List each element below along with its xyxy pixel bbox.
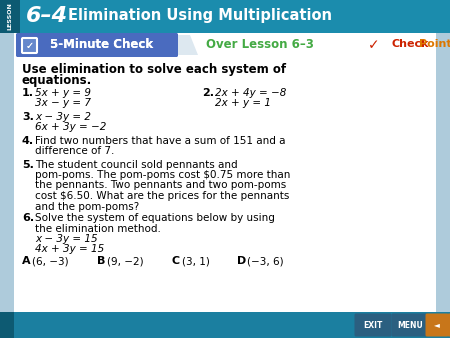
Text: 6–4: 6–4 (26, 5, 68, 25)
Text: EXIT: EXIT (363, 320, 382, 330)
Polygon shape (174, 35, 198, 55)
Text: the pennants. Two pennants and two pom-poms: the pennants. Two pennants and two pom-p… (35, 180, 286, 191)
Text: (6, −3): (6, −3) (32, 256, 68, 266)
Text: B: B (97, 256, 105, 266)
Text: 6x + 3y = −2: 6x + 3y = −2 (35, 122, 106, 132)
Text: and the pom-poms?: and the pom-poms? (35, 201, 139, 212)
Text: Use elimination to solve each system of: Use elimination to solve each system of (22, 63, 286, 76)
Text: x − 3y = 15: x − 3y = 15 (35, 234, 98, 244)
FancyBboxPatch shape (16, 33, 178, 57)
Text: 5-Minute Check: 5-Minute Check (50, 39, 153, 51)
Text: ◄: ◄ (434, 320, 440, 330)
Bar (0, 33, 14, 338)
Text: 1.: 1. (22, 88, 34, 97)
Text: D: D (237, 256, 246, 266)
Text: 5x + y = 9: 5x + y = 9 (35, 88, 91, 97)
Text: Solve the system of equations below by using: Solve the system of equations below by u… (35, 213, 275, 223)
FancyBboxPatch shape (426, 314, 449, 337)
Bar (0, 0, 450, 33)
Text: 2x + 4y = −8: 2x + 4y = −8 (215, 88, 286, 97)
Bar (14, 33, 436, 312)
Text: x − 3y = 2: x − 3y = 2 (35, 112, 91, 121)
Bar (0, 0, 20, 33)
Bar (0, 312, 450, 338)
FancyBboxPatch shape (447, 314, 450, 337)
Text: (3, 1): (3, 1) (182, 256, 210, 266)
FancyBboxPatch shape (22, 38, 37, 53)
Text: C: C (172, 256, 180, 266)
FancyBboxPatch shape (392, 314, 428, 337)
Text: 6.: 6. (22, 213, 34, 223)
FancyBboxPatch shape (22, 38, 37, 53)
Text: 3x − y = 7: 3x − y = 7 (35, 98, 91, 108)
Text: 4x + 3y = 15: 4x + 3y = 15 (35, 244, 104, 255)
Text: pom-poms. The pom-poms cost $0.75 more than: pom-poms. The pom-poms cost $0.75 more t… (35, 170, 290, 180)
Text: equations.: equations. (22, 74, 92, 87)
Text: 4.: 4. (22, 136, 34, 145)
Text: cost $6.50. What are the prices for the pennants: cost $6.50. What are the prices for the … (35, 191, 289, 201)
Text: Point: Point (419, 39, 450, 49)
Text: (−3, 6): (−3, 6) (247, 256, 284, 266)
Bar (436, 33, 450, 338)
Text: Elimination Using Multiplication: Elimination Using Multiplication (68, 8, 332, 23)
Text: difference of 7.: difference of 7. (35, 146, 114, 156)
Text: ✓: ✓ (368, 38, 380, 52)
Text: (9, −2): (9, −2) (107, 256, 144, 266)
Text: the elimination method.: the elimination method. (35, 223, 161, 234)
Text: 2.: 2. (202, 88, 214, 97)
Text: LESSON: LESSON (8, 3, 13, 30)
Text: 3.: 3. (22, 112, 34, 121)
Text: 5.: 5. (22, 160, 34, 169)
Text: The student council sold pennants and: The student council sold pennants and (35, 160, 238, 169)
FancyBboxPatch shape (16, 33, 178, 57)
FancyBboxPatch shape (355, 314, 392, 337)
Text: 2x + y = 1: 2x + y = 1 (215, 98, 271, 108)
Text: Over Lesson 6–3: Over Lesson 6–3 (206, 39, 314, 51)
Text: Find two numbers that have a sum of 151 and a: Find two numbers that have a sum of 151 … (35, 136, 285, 145)
Text: MENU: MENU (397, 320, 423, 330)
Bar (0, 312, 14, 338)
Text: A: A (22, 256, 31, 266)
Text: Check: Check (391, 39, 428, 49)
Text: 5-Minute Check: 5-Minute Check (50, 39, 153, 51)
Text: ✓: ✓ (26, 41, 34, 50)
Text: ✓: ✓ (26, 41, 34, 50)
